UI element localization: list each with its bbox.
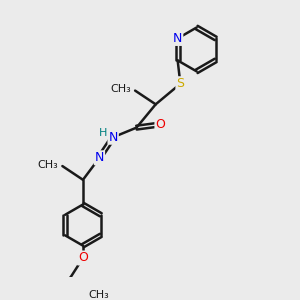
Text: N: N bbox=[95, 151, 104, 164]
Text: CH₃: CH₃ bbox=[110, 84, 131, 94]
Text: O: O bbox=[78, 251, 88, 265]
Text: O: O bbox=[155, 118, 165, 131]
Text: H: H bbox=[98, 128, 107, 138]
Text: N: N bbox=[109, 131, 118, 144]
Text: CH₃: CH₃ bbox=[88, 290, 109, 300]
Text: S: S bbox=[176, 77, 184, 90]
Text: CH₃: CH₃ bbox=[38, 160, 58, 170]
Text: N: N bbox=[173, 32, 182, 45]
